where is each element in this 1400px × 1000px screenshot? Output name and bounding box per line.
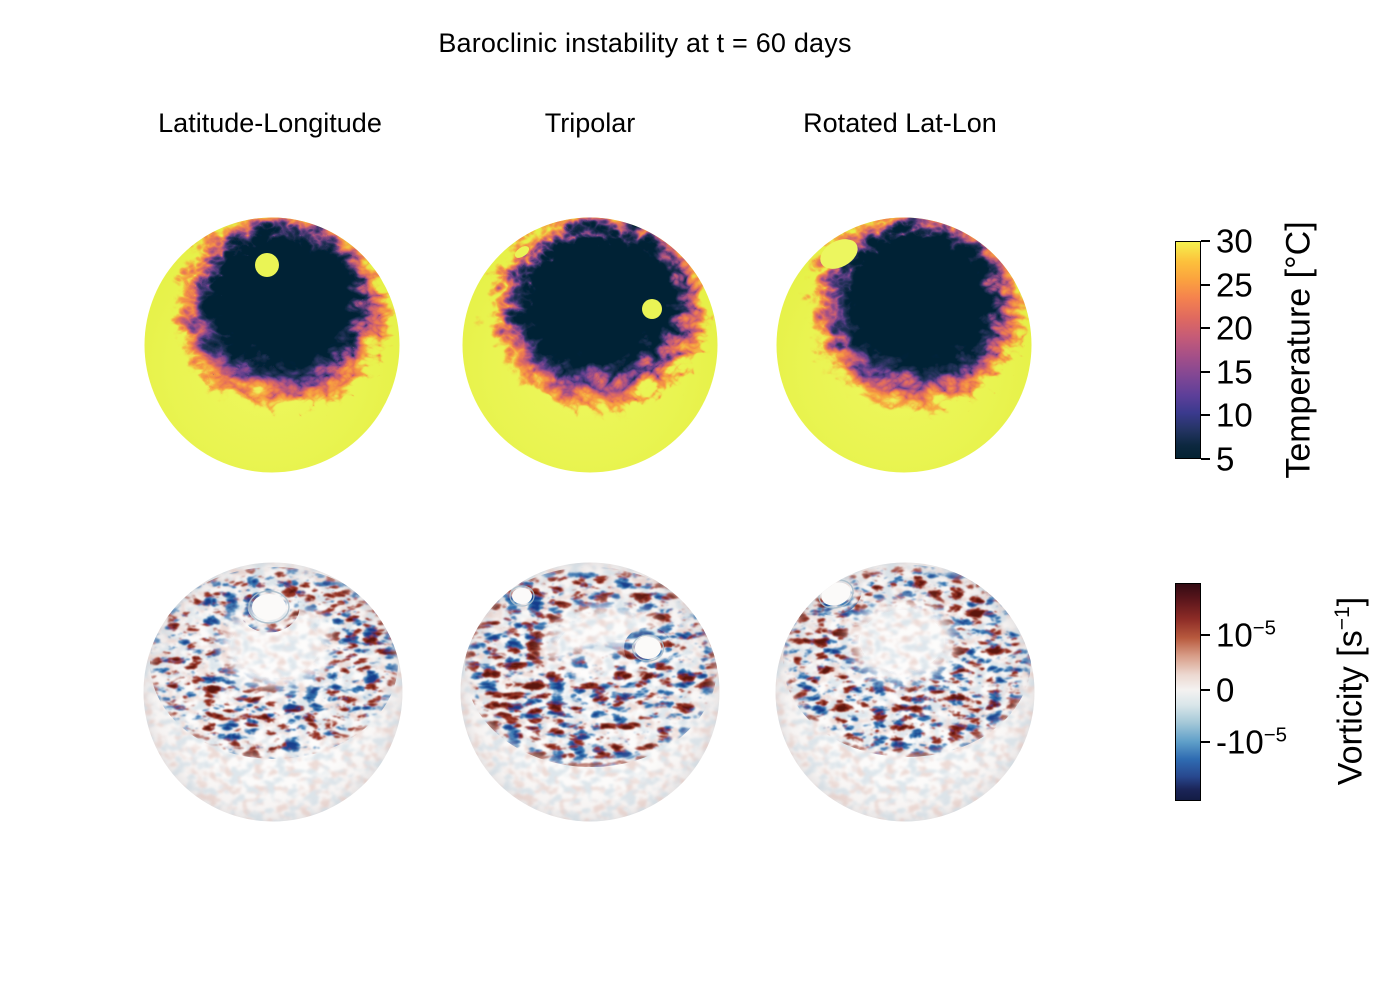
pole-warm-spot	[255, 253, 279, 277]
pole-hole-ring	[631, 634, 665, 662]
eddy-vorticity-band	[465, 567, 717, 767]
eddy-vorticity-band	[150, 567, 398, 759]
sphere-vorticity-rotated-lat-lon	[775, 562, 1035, 822]
sphere-vorticity-tripolar	[460, 562, 720, 822]
colorbar-tick-mark	[1201, 458, 1210, 460]
vorticity-colorbar-gradient	[1175, 583, 1201, 801]
polar-cap-eddies	[806, 217, 1014, 400]
colorbar-tick-mark	[1201, 240, 1210, 242]
vorticity-colorbar-label: Vorticity [s−1]	[1331, 596, 1370, 786]
temperature-colorbar-ticks: 30 25 20 15 10 5	[1175, 225, 1253, 476]
colorbar-tick-mark	[1201, 370, 1210, 373]
sphere-temperature-latitude-longitude	[144, 217, 400, 473]
pole-collar-speckle	[502, 579, 542, 613]
sphere-temperature-tripolar	[462, 217, 718, 473]
figure-title: Baroclinic instability at t = 60 days	[438, 28, 852, 58]
polar-cap-eddies	[485, 217, 698, 401]
colorbar-tick-mark	[1201, 414, 1210, 417]
pole-warm-spot	[820, 239, 858, 269]
colorbar-tick-mark	[1201, 283, 1210, 286]
pole-hole	[821, 582, 851, 606]
pole-warm-spot	[642, 299, 662, 319]
pole-hole	[635, 637, 661, 659]
colorbar-tick-label: 0	[1216, 671, 1235, 709]
pole-hole-ring	[248, 590, 290, 624]
colorbar-tick-mark	[1201, 634, 1210, 637]
vorticity-colorbar: 10−5 0 -10−5	[1175, 583, 1287, 801]
sphere-temperature-rotated-lat-lon	[776, 217, 1032, 473]
temperature-colorbar: 30 25 20 15 10 5	[1175, 225, 1253, 476]
colorbar-tick-label: 25	[1216, 266, 1253, 304]
polar-cap-eddies	[171, 217, 379, 399]
colorbar-tick-label: 15	[1216, 353, 1253, 391]
column-header-tripolar: Tripolar	[544, 108, 636, 138]
colorbar-tick-mark	[1201, 688, 1210, 691]
temperature-colorbar-gradient	[1175, 241, 1201, 459]
vorticity-colorbar-ticks: 10−5 0 -10−5	[1175, 583, 1287, 801]
pole-hole	[512, 588, 532, 604]
column-header-latitude-longitude: Latitude-Longitude	[158, 108, 382, 138]
eddy-vorticity-band	[783, 565, 1031, 757]
pole-hole	[252, 594, 286, 620]
pole-collar-speckle	[624, 627, 672, 669]
colorbar-tick-label: 10	[1216, 396, 1253, 434]
temperature-colorbar-label: Temperature [°C]	[1279, 221, 1318, 479]
colorbar-tick-label: 20	[1216, 309, 1253, 347]
colorbar-tick-label: 10−5	[1216, 616, 1277, 654]
pole-collar-speckle	[238, 581, 300, 633]
colorbar-tick-mark	[1201, 327, 1210, 330]
colorbar-tick-mark	[1201, 741, 1210, 744]
pole-warm-spot	[514, 246, 530, 258]
colorbar-tick-label: 30	[1216, 222, 1253, 260]
colorbar-tick-label: -10−5	[1216, 723, 1288, 761]
pole-hole-ring	[509, 585, 535, 607]
column-header-rotated-lat-lon: Rotated Lat-Lon	[803, 108, 997, 138]
sphere-vorticity-latitude-longitude	[143, 562, 403, 822]
colorbar-tick-label: 5	[1216, 440, 1235, 478]
